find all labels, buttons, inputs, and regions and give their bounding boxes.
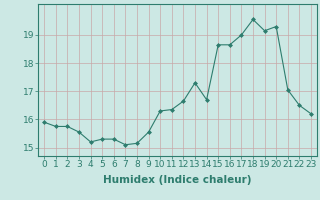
X-axis label: Humidex (Indice chaleur): Humidex (Indice chaleur) (103, 175, 252, 185)
